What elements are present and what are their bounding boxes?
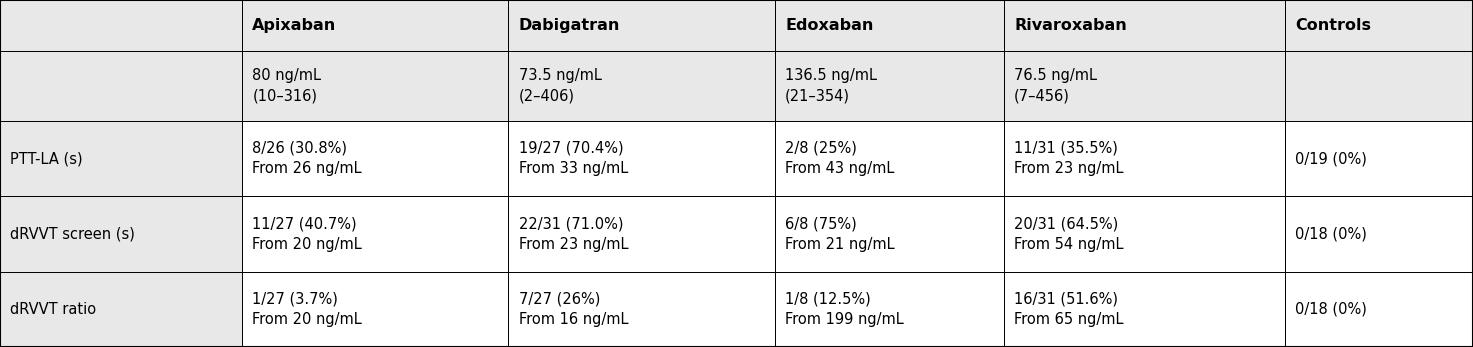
- Text: 11/27 (40.7%)
From 20 ng/mL: 11/27 (40.7%) From 20 ng/mL: [252, 216, 362, 252]
- Bar: [0, 272, 242, 347]
- Bar: [242, 272, 508, 347]
- Bar: [242, 196, 508, 272]
- Bar: [1284, 51, 1473, 121]
- Bar: [1003, 121, 1284, 196]
- Text: dRVVT screen (s): dRVVT screen (s): [10, 227, 136, 242]
- Bar: [775, 272, 1003, 347]
- Bar: [775, 0, 1003, 51]
- Text: 76.5 ng/mL
(7–456): 76.5 ng/mL (7–456): [1013, 68, 1097, 104]
- Bar: [1284, 272, 1473, 347]
- Bar: [508, 272, 775, 347]
- Bar: [1003, 272, 1284, 347]
- Bar: [1003, 0, 1284, 51]
- Text: 1/27 (3.7%)
From 20 ng/mL: 1/27 (3.7%) From 20 ng/mL: [252, 291, 362, 327]
- Text: Controls: Controls: [1295, 18, 1371, 33]
- Bar: [775, 121, 1003, 196]
- Bar: [0, 196, 242, 272]
- Bar: [0, 121, 242, 196]
- Bar: [775, 196, 1003, 272]
- Bar: [0, 51, 242, 121]
- Text: PTT-LA (s): PTT-LA (s): [10, 151, 82, 166]
- Text: Dabigatran: Dabigatran: [518, 18, 620, 33]
- Text: 1/8 (12.5%)
From 199 ng/mL: 1/8 (12.5%) From 199 ng/mL: [785, 291, 904, 327]
- Text: 73.5 ng/mL
(2–406): 73.5 ng/mL (2–406): [518, 68, 601, 104]
- Bar: [242, 121, 508, 196]
- Bar: [775, 51, 1003, 121]
- Text: 7/27 (26%)
From 16 ng/mL: 7/27 (26%) From 16 ng/mL: [518, 291, 629, 327]
- Bar: [1284, 196, 1473, 272]
- Bar: [1284, 0, 1473, 51]
- Text: 22/31 (71.0%)
From 23 ng/mL: 22/31 (71.0%) From 23 ng/mL: [518, 216, 629, 252]
- Text: 0/18 (0%): 0/18 (0%): [1295, 227, 1367, 242]
- Bar: [242, 51, 508, 121]
- Bar: [508, 121, 775, 196]
- Text: 8/26 (30.8%)
From 26 ng/mL: 8/26 (30.8%) From 26 ng/mL: [252, 141, 362, 176]
- Bar: [1003, 196, 1284, 272]
- Text: 16/31 (51.6%)
From 65 ng/mL: 16/31 (51.6%) From 65 ng/mL: [1013, 291, 1124, 327]
- Text: 0/19 (0%): 0/19 (0%): [1295, 151, 1367, 166]
- Text: 19/27 (70.4%)
From 33 ng/mL: 19/27 (70.4%) From 33 ng/mL: [518, 141, 627, 176]
- Text: 80 ng/mL
(10–316): 80 ng/mL (10–316): [252, 68, 321, 104]
- Text: 11/31 (35.5%)
From 23 ng/mL: 11/31 (35.5%) From 23 ng/mL: [1013, 141, 1124, 176]
- Text: dRVVT ratio: dRVVT ratio: [10, 302, 96, 317]
- Bar: [242, 0, 508, 51]
- Text: Apixaban: Apixaban: [252, 18, 336, 33]
- Bar: [1284, 121, 1473, 196]
- Bar: [0, 0, 242, 51]
- Text: 0/18 (0%): 0/18 (0%): [1295, 302, 1367, 317]
- Text: 136.5 ng/mL
(21–354): 136.5 ng/mL (21–354): [785, 68, 878, 104]
- Text: 2/8 (25%)
From 43 ng/mL: 2/8 (25%) From 43 ng/mL: [785, 141, 894, 176]
- Text: Rivaroxaban: Rivaroxaban: [1013, 18, 1127, 33]
- Text: 6/8 (75%)
From 21 ng/mL: 6/8 (75%) From 21 ng/mL: [785, 216, 896, 252]
- Bar: [508, 196, 775, 272]
- Text: Edoxaban: Edoxaban: [785, 18, 873, 33]
- Bar: [1003, 51, 1284, 121]
- Bar: [508, 0, 775, 51]
- Bar: [508, 51, 775, 121]
- Text: 20/31 (64.5%)
From 54 ng/mL: 20/31 (64.5%) From 54 ng/mL: [1013, 216, 1124, 252]
